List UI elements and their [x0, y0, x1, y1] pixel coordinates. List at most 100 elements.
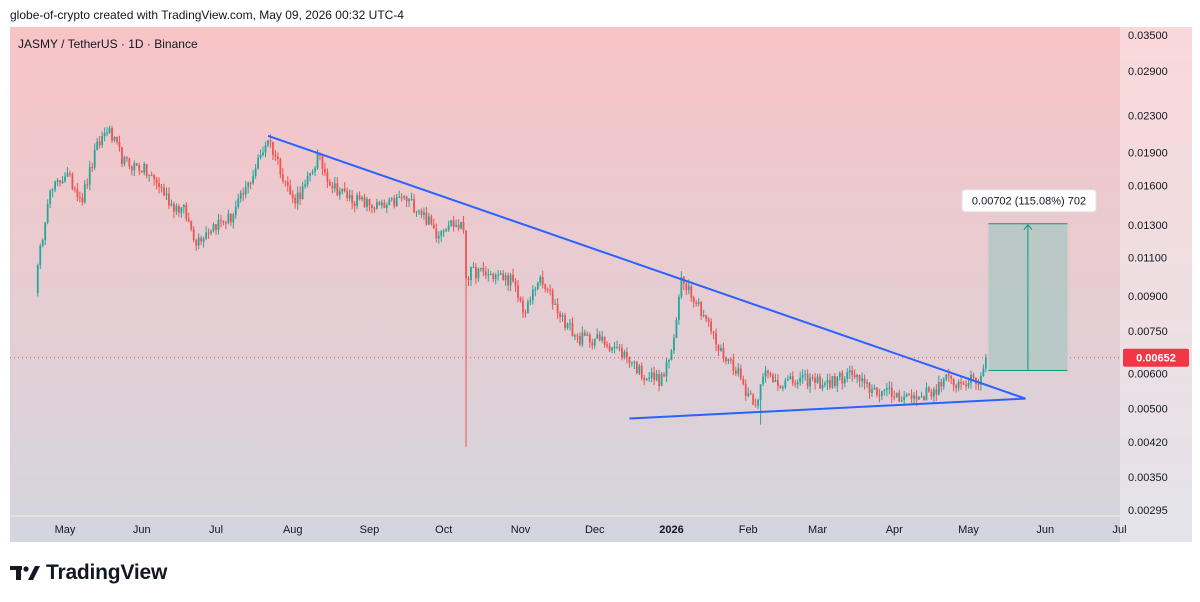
candle-body — [903, 396, 906, 401]
candle — [824, 381, 826, 388]
candle-body — [452, 220, 455, 227]
candle — [86, 178, 89, 189]
candle — [247, 181, 250, 194]
candle — [527, 298, 529, 314]
y-tick-label: 0.02900 — [1128, 66, 1168, 78]
candle — [309, 172, 311, 182]
candle — [876, 387, 878, 398]
y-tick-label: 0.01600 — [1128, 180, 1168, 192]
candle — [341, 188, 344, 195]
candle-body — [217, 220, 220, 230]
candle — [477, 267, 480, 282]
candle — [123, 155, 126, 167]
candle — [182, 203, 185, 214]
trendline-lower[interactable] — [629, 397, 1026, 420]
candle — [630, 361, 633, 367]
candle-body — [351, 195, 354, 204]
candle — [348, 189, 351, 202]
candle — [492, 272, 495, 283]
chart-area[interactable]: 0.00702 (115.08%) 702 0.03500 0.02900 0.02… — [10, 27, 1192, 542]
candle-body — [923, 396, 925, 401]
candle — [930, 388, 933, 400]
candle — [286, 176, 289, 192]
candle-body — [467, 278, 470, 280]
candle-body — [83, 184, 86, 203]
candle-body — [56, 180, 59, 182]
candle — [227, 209, 230, 225]
trendline-upper[interactable] — [267, 134, 1026, 400]
candle — [197, 233, 200, 249]
candle-body — [559, 313, 561, 317]
y-tick-label: 0.02300 — [1128, 111, 1168, 123]
x-tick-label: Jun — [133, 524, 151, 536]
x-tick-label: May — [958, 524, 979, 536]
candle — [965, 380, 967, 391]
candle-body — [549, 289, 552, 291]
candle-body — [165, 193, 168, 196]
candle — [361, 195, 363, 202]
candle-body — [519, 297, 522, 301]
candle-body — [284, 181, 287, 183]
candle — [98, 135, 101, 149]
candle — [220, 215, 222, 228]
candle — [826, 373, 829, 391]
candle-body — [687, 285, 690, 290]
candle — [74, 186, 76, 193]
candle-body — [353, 203, 356, 207]
candle-body — [51, 189, 54, 191]
candle-body — [541, 277, 544, 285]
candle-body — [220, 220, 222, 222]
candle — [581, 326, 584, 348]
candle-body — [932, 389, 935, 397]
candle — [380, 199, 383, 209]
candle — [343, 182, 346, 193]
candle — [155, 176, 158, 190]
candle — [829, 373, 831, 390]
candle — [470, 266, 472, 287]
candle-body — [324, 169, 326, 173]
candle — [774, 374, 777, 383]
candle-body — [824, 383, 826, 385]
candle — [717, 344, 720, 356]
candle-body — [564, 315, 566, 328]
candle — [276, 152, 279, 165]
candle-body — [578, 336, 581, 345]
candle — [522, 296, 524, 318]
candle — [851, 365, 854, 382]
candle-body — [747, 393, 750, 397]
candle — [697, 298, 700, 307]
candle — [633, 360, 636, 370]
candle — [544, 283, 547, 293]
candle-body — [378, 202, 381, 206]
candle-body — [767, 370, 769, 374]
candle — [326, 168, 329, 189]
candle-body — [91, 166, 94, 168]
candle-body — [725, 357, 727, 362]
candle-body — [440, 231, 443, 236]
candle — [44, 222, 47, 246]
candle — [484, 266, 487, 280]
candle — [789, 372, 792, 380]
candle-body — [385, 205, 388, 208]
candle — [395, 194, 398, 208]
candle-body — [531, 289, 534, 301]
candle-body — [529, 300, 532, 302]
candle-body — [571, 323, 574, 337]
candle-body — [603, 336, 606, 345]
candle-body — [294, 197, 297, 204]
candle — [984, 354, 987, 372]
candle — [957, 379, 960, 392]
candle — [150, 171, 153, 177]
candle — [301, 181, 304, 200]
candle — [668, 358, 670, 369]
candle — [673, 334, 675, 354]
candle-body — [96, 141, 99, 151]
candle — [561, 312, 564, 322]
candle — [626, 347, 628, 364]
candlestick-chart[interactable]: 0.00702 (115.08%) 702 0.03500 0.02900 0.02… — [10, 27, 1192, 542]
candle-body — [494, 275, 497, 280]
candle — [368, 198, 371, 212]
x-tick-label: Feb — [739, 524, 758, 536]
candle — [373, 206, 376, 213]
candle-body — [135, 163, 138, 166]
